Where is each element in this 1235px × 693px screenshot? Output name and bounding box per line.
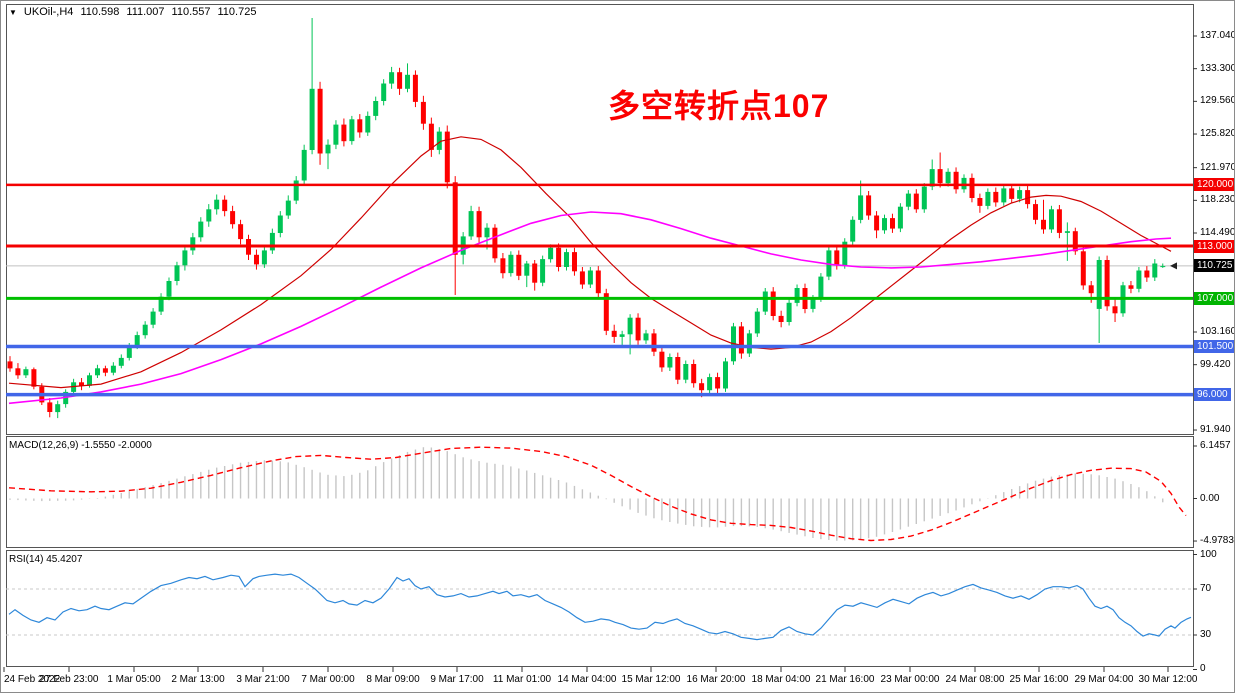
price-axis-label: 121.970 [1200,161,1235,173]
macd-axis-label: 0.00 [1200,492,1220,504]
price-axis-label: 99.420 [1200,358,1231,370]
price-axis-label: 114.490 [1200,227,1235,238]
time-axis-label: 14 Mar 04:00 [557,674,617,685]
time-axis-label: 30 Mar 12:00 [1138,674,1198,685]
time-axis-label: 8 Mar 09:00 [366,674,420,685]
macd-axis-label: -4.9783 [1200,535,1234,547]
time-axis-label: 16 Mar 20:00 [686,674,746,685]
macd-axis-label: 6.1457 [1200,439,1231,451]
price-tag-101.500: 101.500 [1194,340,1234,353]
rsi-label: RSI(14) 45.4207 [9,554,83,565]
time-axis-label: 2 Mar 13:00 [171,674,225,685]
rsi-pane-border [6,550,1194,667]
time-axis-label: 27 Feb 23:00 [39,674,99,685]
time-axis-label: 29 Mar 04:00 [1074,674,1134,685]
ohlc-header: ▼ UKOil-,H4 110.598 111.007 110.557 110.… [9,6,256,18]
price-axis-label: 118.230 [1200,194,1235,206]
time-axis-label: 11 Mar 01:00 [492,674,552,685]
rsi-axis-label: 100 [1200,548,1217,560]
time-axis-label: 24 Feb 2022 [4,674,61,685]
price-axis-label: 103.160 [1200,325,1235,337]
time-axis-label: 3 Mar 21:00 [236,674,290,685]
open-value: 110.598 [80,6,120,18]
current-price-tag: 110.725 [1194,259,1234,273]
price-axis-label: 125.820 [1200,128,1235,140]
time-axis-label: 21 Mar 16:00 [815,674,875,685]
time-axis-label: 15 Mar 12:00 [621,674,681,685]
collapse-toggle-icon[interactable]: ▼ [9,7,17,17]
low-value: 110.557 [171,6,211,18]
last-price-arrow-icon [1170,262,1177,270]
main-pane-border [6,4,1194,435]
time-axis-label: 18 Mar 04:00 [751,674,811,685]
price-tag-107.000: 107.000 [1194,291,1234,305]
price-axis-label: 133.300 [1200,62,1235,74]
time-axis-label: 9 Mar 17:00 [430,674,484,685]
rsi-axis-label: 0 [1200,663,1206,675]
macd-label: MACD(12,26,9) -1.5550 -2.0000 [9,440,152,451]
time-axis-label: 7 Mar 00:00 [301,674,355,685]
close-value: 110.725 [217,6,257,18]
rsi-line [8,573,1192,641]
price-tag-120.000: 120.000 [1194,178,1234,192]
price-tag-113.000: 113.000 [1194,239,1234,253]
annotation-text: 多空转折点107 [608,88,830,124]
time-axis-label: 1 Mar 05:00 [107,674,161,685]
price-axis-label: 129.560 [1200,95,1235,107]
candles-group [7,18,1166,419]
macd-signal-line [8,446,1187,542]
symbol-timeframe-label: UKOil-,H4 [23,6,74,18]
rsi-axis-label: 70 [1200,583,1212,594]
macd-pane-border [6,436,1194,548]
rsi-axis-label: 30 [1200,628,1212,640]
price-axis-label: 137.040 [1200,30,1235,41]
time-axis-label: 24 Mar 08:00 [945,674,1005,685]
ma-fast-red-line [8,136,1172,389]
price-tag-96.000: 96.000 [1194,388,1231,402]
time-axis-label: 23 Mar 00:00 [880,674,940,685]
high-value: 111.007 [126,6,165,18]
price-axis-label: 91.940 [1200,424,1231,436]
time-axis-label: 25 Mar 16:00 [1009,674,1069,685]
